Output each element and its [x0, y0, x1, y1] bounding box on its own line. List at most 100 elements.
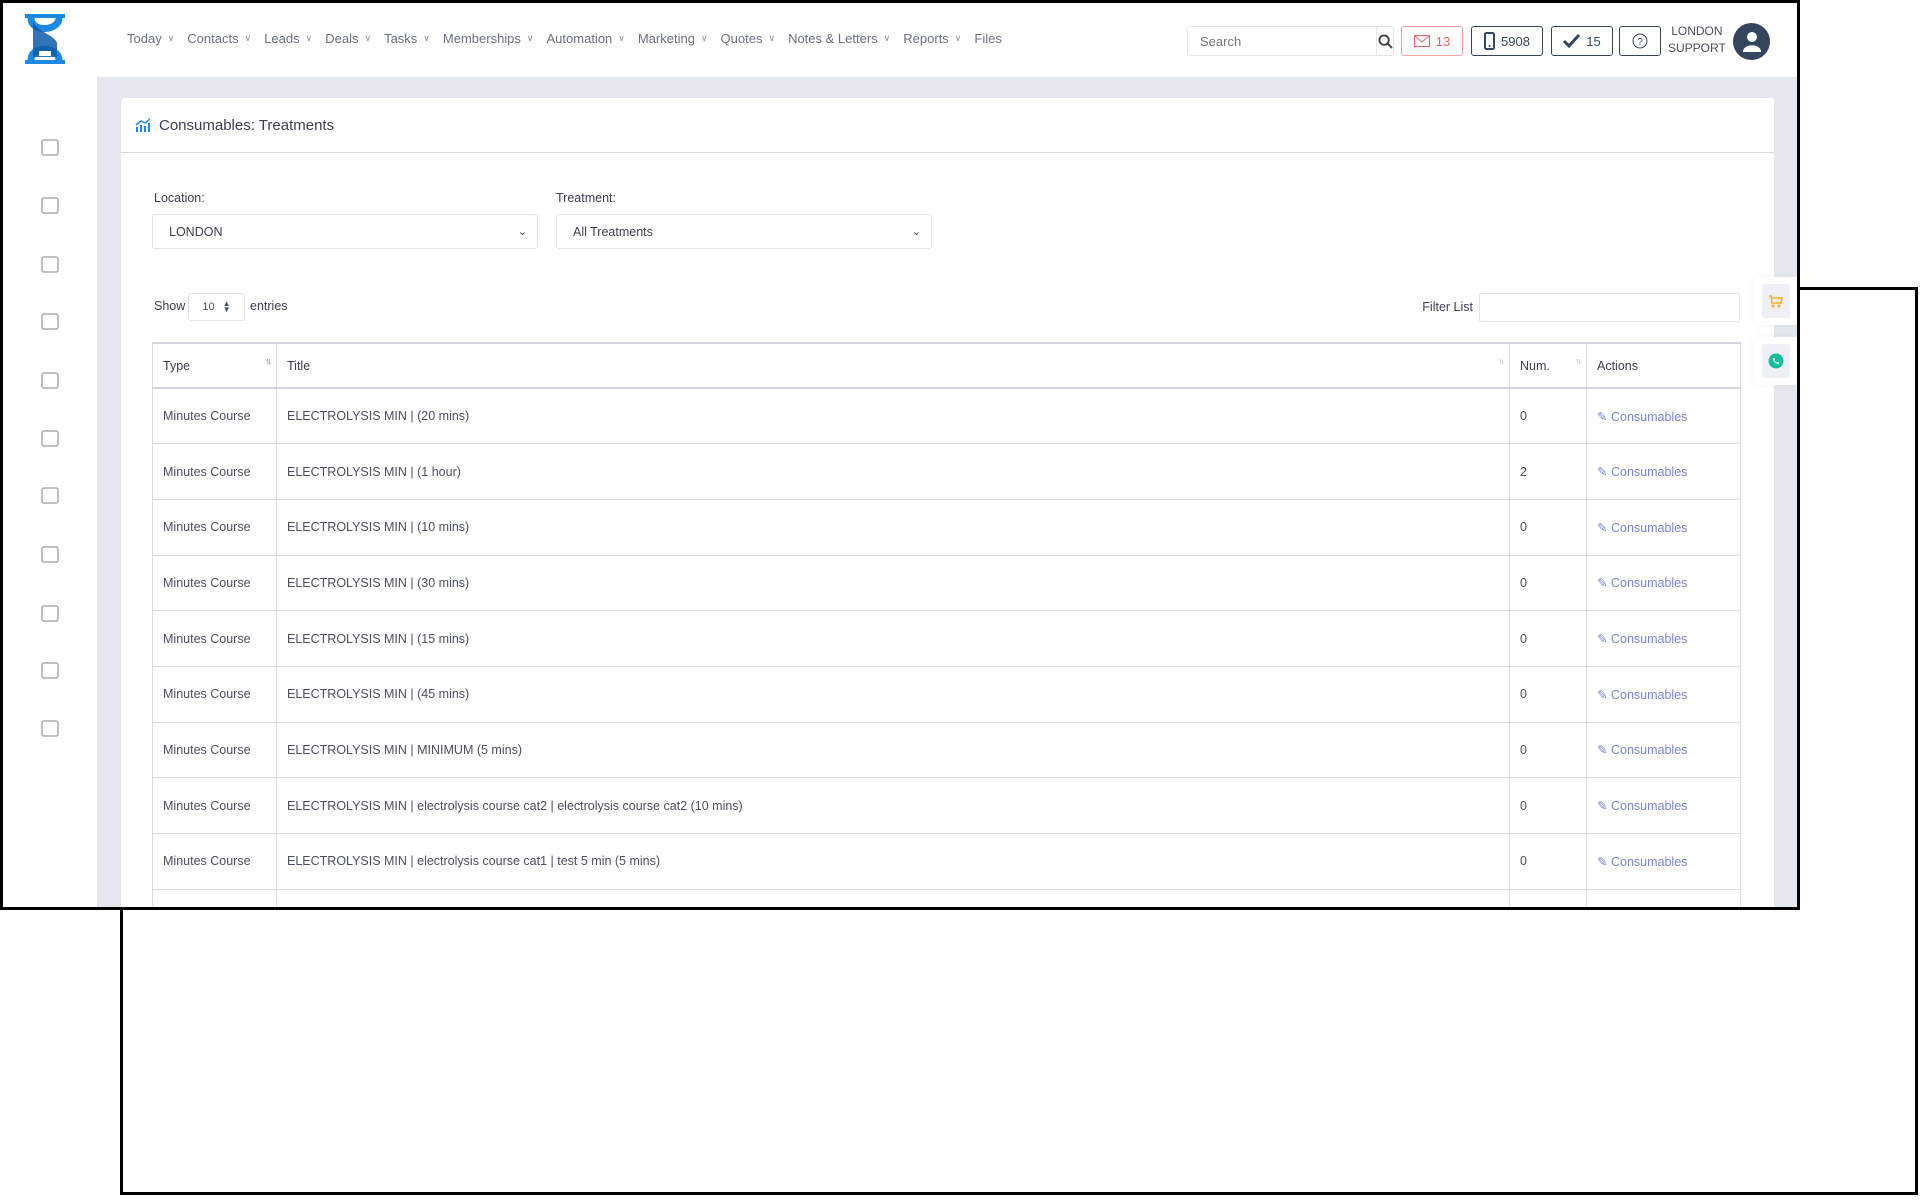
messages-count: 13 [1435, 33, 1451, 49]
nav-item-files[interactable]: Files [974, 31, 1001, 46]
cart-icon[interactable] [39, 484, 61, 506]
cell-num: 0 [1509, 833, 1587, 890]
gift-icon[interactable] [39, 427, 61, 449]
column-header-title[interactable]: Title ↑↓ [276, 342, 1510, 389]
cart-icon [1769, 295, 1783, 308]
cell-actions: ✎ Consumables [1586, 498, 1741, 556]
entries-select[interactable]: 10 ▲ ▼ [188, 293, 245, 321]
nav-item-notes-letters[interactable]: Notes & Letters ∨ [788, 31, 890, 46]
history-icon[interactable] [39, 369, 61, 391]
cell-type: Minutes Course [152, 498, 277, 556]
consumables-link[interactable]: ✎ Consumables [1597, 799, 1687, 813]
cell-num: 0 [1509, 554, 1587, 612]
cell-title: ELECTROLYSIS MIN | electrolysis course c… [276, 833, 1510, 890]
edit-icon: ✎ [1597, 576, 1608, 591]
search-input[interactable] [1188, 27, 1376, 55]
calendar-icon[interactable] [39, 136, 61, 158]
help-button[interactable]: ? [1619, 26, 1661, 56]
chevron-down-icon: ∨ [700, 33, 708, 43]
logo-icon[interactable] [23, 13, 73, 65]
app-window: Today ∨ Contacts ∨ Leads ∨ Deals ∨ Tasks ∨ Members… [0, 0, 1800, 910]
chevron-down-icon: ∨ [526, 33, 534, 43]
column-header-type[interactable]: Type ↑↓ [152, 342, 277, 389]
basket-icon[interactable] [39, 310, 61, 332]
consumables-link[interactable]: ✎ Consumables [1597, 410, 1687, 424]
nav-item-today[interactable]: Today ∨ [127, 31, 174, 46]
column-header-num[interactable]: Num. ↑↓ [1509, 342, 1587, 389]
cell-type: Minutes Course [152, 721, 277, 779]
sms-button[interactable]: 5908 [1471, 26, 1543, 56]
table-row: Minutes Course ELECTROLYSIS MIN | electr… [152, 833, 1741, 890]
sort-icon: ↑↓ [1575, 356, 1582, 366]
table-row: Minutes Course ELECTROLYSIS MIN | (45 mi… [152, 665, 1741, 723]
page-title: Consumables: Treatments [159, 116, 335, 134]
price-tag-icon[interactable] [39, 543, 61, 565]
consumables-link-label: Consumables [1610, 576, 1688, 591]
consumables-link[interactable]: ✎ Consumables [1597, 465, 1687, 479]
tasks-button[interactable]: 15 [1551, 26, 1613, 56]
consumables-link[interactable]: ✎ Consumables [1597, 576, 1687, 590]
table-row [152, 888, 1741, 907]
user-refresh-icon[interactable] [39, 659, 61, 681]
nav-item-quotes[interactable]: Quotes ∨ [721, 31, 776, 46]
cell-num: 0 [1509, 721, 1587, 779]
nav-item-reports[interactable]: Reports ∨ [903, 31, 961, 46]
consumables-link[interactable]: ✎ Consumables [1597, 521, 1687, 535]
show-label: Show [154, 299, 186, 313]
avatar[interactable] [1733, 23, 1770, 60]
cell-type: Minutes Course [152, 833, 277, 890]
cell-actions: ✎ Consumables [1586, 777, 1741, 834]
copy-icon[interactable] [39, 253, 61, 275]
nav-item-tasks[interactable]: Tasks ∨ [384, 31, 430, 46]
nav-item-deals[interactable]: Deals ∨ [325, 31, 371, 46]
location-select[interactable]: LONDON ⌄ [152, 214, 538, 249]
nav-label: Leads [264, 31, 300, 46]
consumables-link[interactable]: ✎ Consumables [1597, 688, 1687, 702]
table-row: Minutes Course ELECTROLYSIS MIN | (10 mi… [152, 498, 1741, 556]
cell-num: 0 [1509, 665, 1587, 723]
consumables-link[interactable]: ✎ Consumables [1597, 632, 1687, 646]
nav-item-contacts[interactable]: Contacts ∨ [187, 31, 251, 46]
lock-icon[interactable] [39, 717, 61, 739]
nav-item-automation[interactable]: Automation ∨ [547, 31, 625, 46]
filter-input[interactable] [1479, 293, 1740, 322]
cell-num [1509, 888, 1587, 907]
cell-actions: ✎ Consumables [1586, 387, 1741, 445]
cell-actions: ✎ Consumables [1586, 721, 1741, 779]
cell-num: 0 [1509, 498, 1587, 556]
search-button[interactable] [1376, 27, 1393, 55]
edit-icon: ✎ [1597, 743, 1608, 758]
chevron-down-icon: ∨ [244, 33, 252, 43]
cell-actions [1586, 888, 1741, 907]
sidebar [3, 77, 97, 907]
report-icon[interactable] [39, 602, 61, 624]
treatment-select[interactable]: All Treatments ⌄ [556, 214, 932, 249]
chevron-down-icon: ⌄ [517, 226, 527, 238]
consumables-link[interactable]: ✎ Consumables [1597, 855, 1687, 869]
whatsapp-widget[interactable] [1755, 337, 1797, 385]
consumables-link-label: Consumables [1610, 687, 1688, 702]
nav-item-marketing[interactable]: Marketing ∨ [638, 31, 708, 46]
messages-button[interactable]: 13 [1401, 26, 1463, 56]
nav-label: Deals [325, 31, 359, 46]
consumables-link[interactable]: ✎ Consumables [1597, 743, 1687, 757]
user-name[interactable]: LONDON SUPPORT [1668, 23, 1726, 57]
help-icon: ? [1632, 33, 1648, 49]
consumables-link-label: Consumables [1610, 632, 1688, 647]
nav-label: Contacts [187, 31, 239, 46]
cell-title: ELECTROLYSIS MIN | (20 mins) [276, 387, 1510, 445]
treatment-value: All Treatments [573, 224, 653, 239]
cart-widget[interactable] [1755, 277, 1797, 325]
cell-num: 2 [1509, 443, 1587, 500]
chevron-down-icon: ∨ [883, 33, 891, 43]
nav-item-memberships[interactable]: Memberships ∨ [443, 31, 534, 46]
table-row: Minutes Course ELECTROLYSIS MIN | MINIMU… [152, 721, 1741, 779]
search-icon [1377, 33, 1393, 49]
nav-item-leads[interactable]: Leads ∨ [264, 31, 312, 46]
sort-asc-icon: ↑↓ [265, 356, 272, 366]
column-label: Actions [1597, 358, 1638, 373]
card-header: Consumables: Treatments [121, 98, 1774, 153]
edit-icon: ✎ [1597, 799, 1608, 814]
box-icon[interactable] [39, 194, 61, 216]
chart-line-icon [135, 118, 151, 132]
